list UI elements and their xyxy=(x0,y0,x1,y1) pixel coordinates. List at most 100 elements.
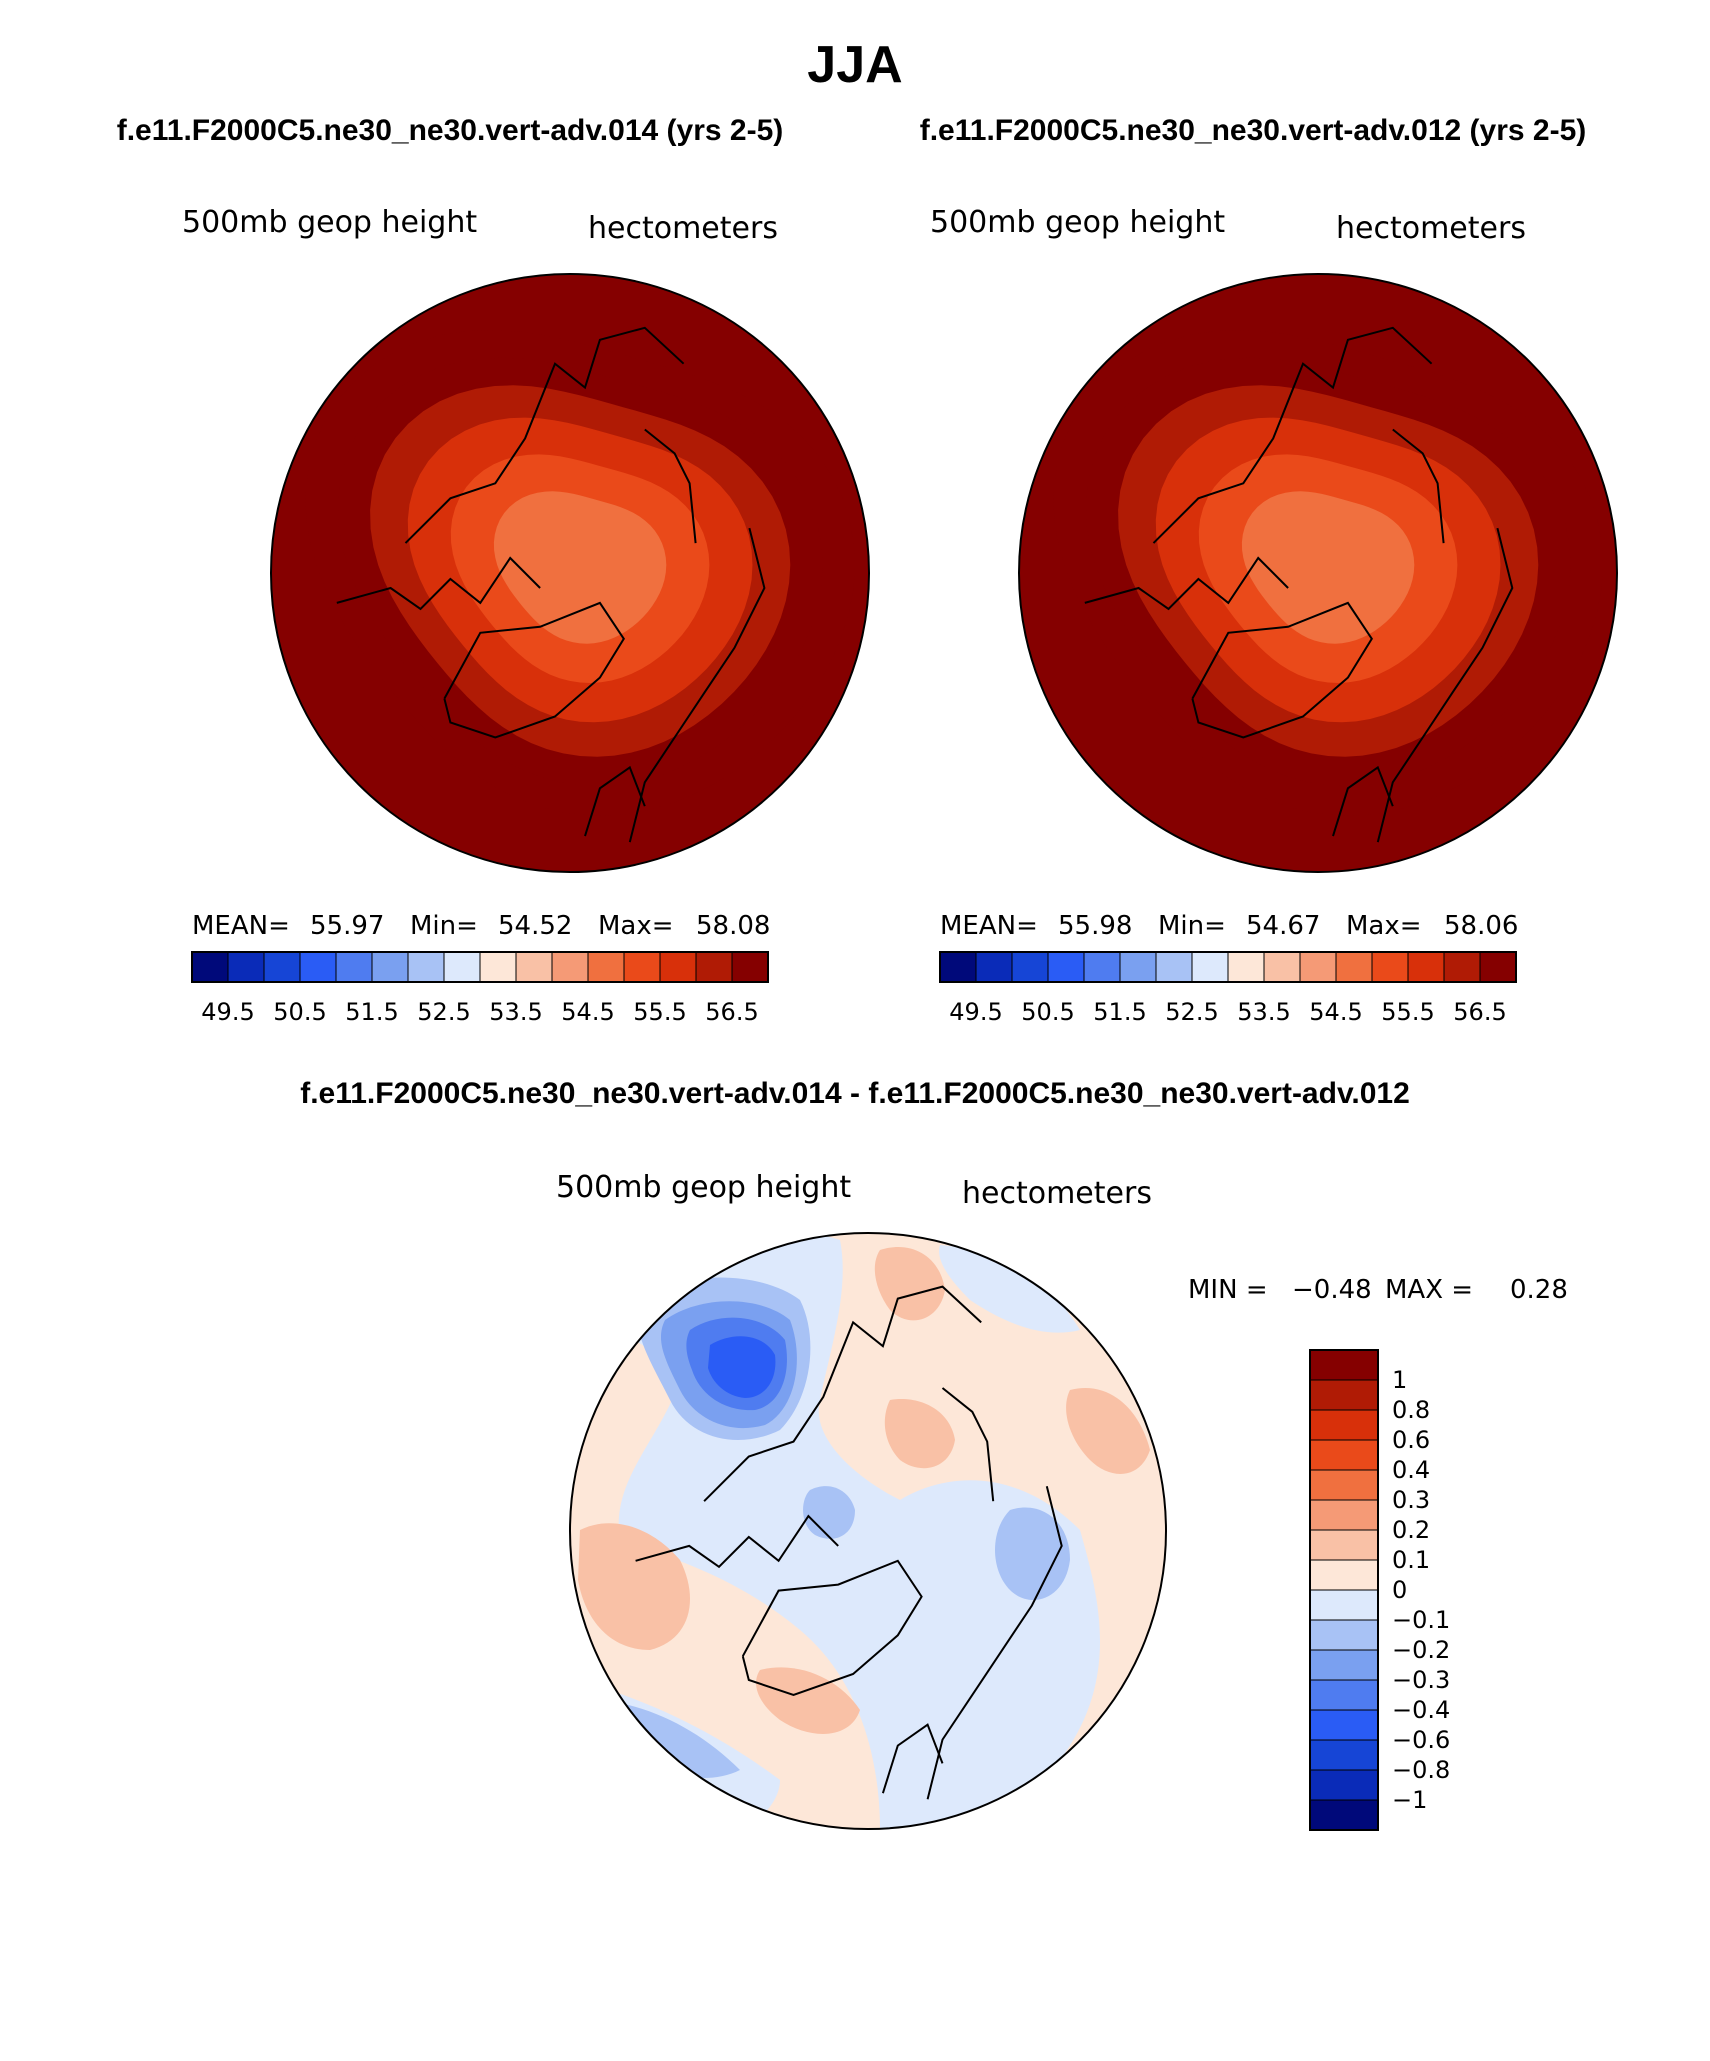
diff-coastline-0 xyxy=(703,1285,982,1502)
diff-colorbar-swatch xyxy=(1309,1649,1379,1681)
diff-colorbar-tick: −1 xyxy=(1392,1786,1427,1814)
left-coastline-3 xyxy=(628,527,766,843)
left-colorbar-tick: 53.5 xyxy=(489,998,542,1026)
min-label-diff: MIN = xyxy=(1188,1275,1268,1305)
season-title: JJA xyxy=(807,36,902,94)
right-colorbar-swatch xyxy=(975,951,1013,983)
coastlines-right xyxy=(1084,326,1514,843)
diff-pos-region-w xyxy=(578,1523,690,1650)
left-colorbar-swatch xyxy=(443,951,481,983)
mean-label-right: MEAN= xyxy=(940,911,1038,941)
right-colorbar-swatch xyxy=(939,951,977,983)
diff-coastline-5 xyxy=(941,1387,995,1502)
right-colorbar-swatch xyxy=(1335,951,1373,983)
field-label-diff: 500mb geop height xyxy=(556,1170,851,1205)
right-colorbar-tick: 49.5 xyxy=(949,998,1002,1026)
right-colorbar-swatch xyxy=(1083,951,1121,983)
left-colorbar-swatch xyxy=(479,951,517,983)
right-colorbar-tick: 53.5 xyxy=(1237,998,1290,1026)
right-coastline-0 xyxy=(1152,326,1433,544)
diff-colorbar-tick: 1 xyxy=(1392,1366,1407,1394)
field-label-right: 500mb geop height xyxy=(930,205,1225,240)
left-colorbar-swatch xyxy=(659,951,697,983)
map-right xyxy=(1019,274,1617,872)
diff-colorbar-tick: 0.4 xyxy=(1392,1456,1430,1484)
left-colorbar-tick: 51.5 xyxy=(345,998,398,1026)
diff-colorbar-tick: −0.1 xyxy=(1392,1606,1450,1634)
diff-colorbar-tick: −0.2 xyxy=(1392,1636,1450,1664)
right-coastline-1 xyxy=(1084,556,1289,611)
units-label-right: hectometers xyxy=(1336,211,1526,246)
left-colorbar-frame xyxy=(191,951,769,983)
right-colorbar-tick: 50.5 xyxy=(1021,998,1074,1026)
right-colorbar-swatch xyxy=(1011,951,1049,983)
diff-colorbar-tick: 0 xyxy=(1392,1576,1407,1604)
left-colorbar-tick: 54.5 xyxy=(561,998,614,1026)
left-colorbar-tick: 49.5 xyxy=(201,998,254,1026)
diff-colorbar-tick: 0.1 xyxy=(1392,1546,1430,1574)
case-title-left: f.e11.F2000C5.ne30_ne30.vert-adv.014 (yr… xyxy=(117,114,784,147)
left-colorbar-swatch xyxy=(623,951,661,983)
diff-pos-region-n xyxy=(874,1246,945,1321)
right-coastline-2 xyxy=(1191,601,1373,739)
right-colorbar-tick: 51.5 xyxy=(1093,998,1146,1026)
right-coastline-3 xyxy=(1376,527,1514,843)
right-band-55 xyxy=(1241,491,1415,644)
diff-colorbar-swatch xyxy=(1309,1409,1379,1441)
max-label-left: Max= xyxy=(598,911,674,941)
max-value-left: 58.08 xyxy=(696,911,770,941)
diff-coastline-3 xyxy=(926,1486,1063,1800)
map-left xyxy=(271,274,869,872)
diff-colorbar-swatch xyxy=(1309,1709,1379,1741)
left-colorbar-swatch xyxy=(515,951,553,983)
diff-colorbar-swatch xyxy=(1309,1379,1379,1411)
colorbar-diff: 10.80.60.40.30.20.10−0.1−0.2−0.3−0.4−0.6… xyxy=(1309,1349,1450,1831)
diff-colorbar-swatch xyxy=(1309,1679,1379,1711)
right-colorbar-swatch xyxy=(1263,951,1301,983)
left-coastline-5 xyxy=(644,428,697,544)
units-label-left: hectometers xyxy=(588,211,778,246)
left-colorbar-swatch xyxy=(299,951,337,983)
diff-colorbar-tick: 0.2 xyxy=(1392,1516,1430,1544)
left-colorbar-swatch xyxy=(227,951,265,983)
diff-colorbar-swatch xyxy=(1309,1559,1379,1591)
diff-colorbar-tick: −0.3 xyxy=(1392,1666,1450,1694)
diff-colorbar-tick: 0.6 xyxy=(1392,1426,1430,1454)
max-label-diff: MAX = xyxy=(1385,1275,1473,1305)
right-colorbar-tick: 54.5 xyxy=(1309,998,1362,1026)
diff-colorbar-tick: −0.4 xyxy=(1392,1696,1450,1724)
right-colorbar-swatch xyxy=(1407,951,1445,983)
left-colorbar-swatch xyxy=(335,951,373,983)
left-band-55 xyxy=(493,491,667,644)
left-colorbar-swatch xyxy=(263,951,301,983)
diff-neg-region-min xyxy=(708,1336,776,1398)
left-colorbar-tick: 56.5 xyxy=(705,998,758,1026)
left-coastline-2 xyxy=(443,601,625,739)
diff-neg-region-c xyxy=(803,1486,855,1539)
mean-value-left: 55.97 xyxy=(310,911,384,941)
diff-neg-region-e xyxy=(995,1507,1070,1600)
right-colorbar-swatch xyxy=(1371,951,1409,983)
diff-colorbar-tick: 0.8 xyxy=(1392,1396,1430,1424)
map-border-left xyxy=(270,273,870,873)
diff-pos-region-e xyxy=(1066,1388,1150,1474)
map-border-diff xyxy=(569,1232,1167,1830)
max-value-diff: 0.28 xyxy=(1510,1275,1568,1305)
left-colorbar-swatch xyxy=(407,951,445,983)
left-colorbar-tick: 52.5 xyxy=(417,998,470,1026)
right-colorbar-swatch xyxy=(1155,951,1193,983)
colorbar-left: 49.5 50.5 51.5 52.5 53.5 54.5 55.5 56.5 xyxy=(191,951,769,1026)
contour-bands-left xyxy=(271,274,869,872)
diff-coastline-1 xyxy=(635,1514,839,1569)
max-label-right: Max= xyxy=(1346,911,1422,941)
colorbar-right: 49.5 50.5 51.5 52.5 53.5 54.5 55.5 56.5 xyxy=(939,951,1517,1026)
right-coastline-4 xyxy=(1332,765,1394,837)
map-border-right xyxy=(1018,273,1618,873)
min-value-left: 54.52 xyxy=(498,911,572,941)
units-label-diff: hectometers xyxy=(962,1176,1152,1211)
diff-colorbar-tick: 0.3 xyxy=(1392,1486,1430,1514)
diff-colorbar-swatch xyxy=(1309,1439,1379,1471)
map-diff xyxy=(570,1233,1166,1829)
diff-colorbar-tick: −0.6 xyxy=(1392,1726,1450,1754)
